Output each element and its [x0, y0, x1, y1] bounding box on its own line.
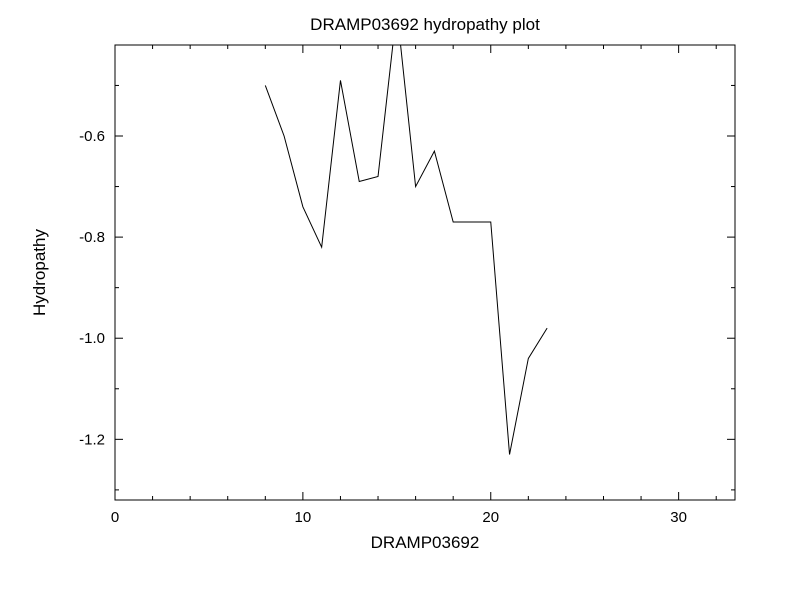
y-axis-label: Hydropathy — [30, 229, 49, 316]
x-axis-label: DRAMP03692 — [371, 533, 480, 552]
y-tick-label: -1.0 — [79, 330, 105, 347]
chart-svg: 0 10 20 30 -1.2 -1.0 -0.8 -0.6 DRAMP03692 hydrop… — [0, 0, 800, 600]
x-tick-label: 10 — [295, 509, 312, 526]
chart-title: DRAMP03692 hydropathy plot — [310, 15, 540, 34]
plot-box — [115, 45, 735, 500]
y-tick-label: -0.6 — [79, 128, 105, 145]
x-tick-label: 20 — [482, 509, 499, 526]
hydropathy-chart: 0 10 20 30 -1.2 -1.0 -0.8 -0.6 DRAMP03692 hydrop… — [0, 0, 800, 600]
data-line — [265, 10, 547, 455]
x-tick-label: 0 — [111, 509, 119, 526]
y-tick-label: -0.8 — [79, 229, 105, 246]
y-tick-label: -1.2 — [79, 431, 105, 448]
x-tick-label: 30 — [670, 509, 687, 526]
